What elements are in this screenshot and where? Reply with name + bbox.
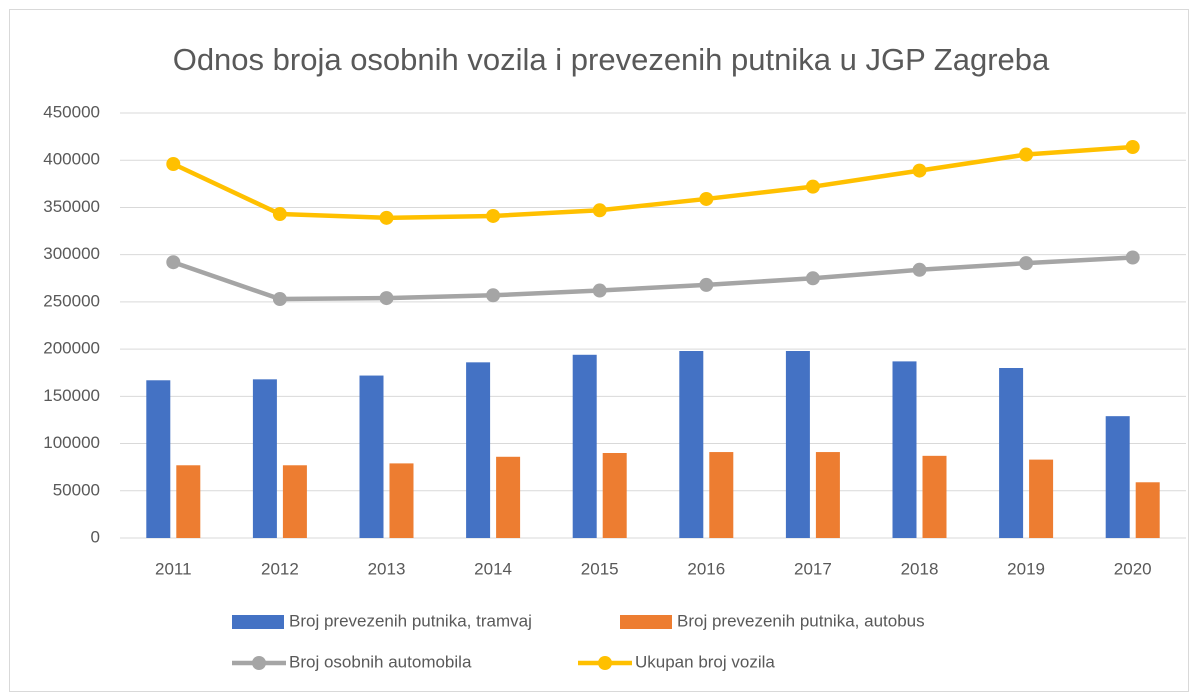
x-tick-label: 2013 — [368, 559, 406, 578]
marker — [805, 179, 820, 194]
x-tick-label: 2011 — [155, 559, 192, 578]
bar — [679, 351, 704, 538]
x-tick-label: 2012 — [261, 559, 299, 578]
bar — [709, 452, 734, 538]
bar — [1135, 482, 1160, 538]
marker — [592, 203, 607, 218]
bar — [785, 351, 810, 538]
x-tick-label: 2016 — [687, 559, 725, 578]
legend-marker — [598, 656, 612, 670]
legend-swatch — [232, 615, 284, 629]
chart-border — [9, 9, 1189, 692]
x-tick-label: 2015 — [581, 559, 619, 578]
marker — [1019, 147, 1034, 162]
marker — [166, 255, 181, 270]
marker — [699, 191, 714, 206]
bar — [999, 368, 1024, 538]
bar — [146, 380, 171, 538]
legend-label: Ukupan broj vozila — [635, 652, 775, 671]
marker — [166, 157, 181, 171]
line — [172, 144, 1133, 221]
marker — [1019, 256, 1034, 271]
chart-title: Odnos broja osobnih vozila i prevezenih … — [173, 42, 1050, 77]
marker — [699, 277, 714, 292]
bar — [892, 361, 917, 538]
y-tick-label: 150000 — [43, 386, 100, 405]
marker — [379, 291, 394, 306]
bar — [1105, 416, 1130, 538]
marker — [805, 271, 820, 286]
y-tick-label: 100000 — [43, 433, 100, 452]
bar — [496, 456, 521, 538]
bar — [815, 452, 840, 538]
y-tick-label: 0 — [91, 527, 100, 546]
y-tick-label: 400000 — [43, 150, 100, 169]
marker — [1125, 250, 1140, 265]
y-tick-label: 450000 — [43, 102, 100, 121]
bar — [1029, 459, 1054, 538]
bar — [922, 455, 947, 538]
marker — [912, 163, 927, 178]
marker — [272, 207, 287, 222]
bar — [176, 465, 201, 538]
y-tick-label: 200000 — [43, 339, 100, 358]
legend-swatch — [620, 615, 672, 629]
x-tick-label: 2018 — [901, 559, 939, 578]
bar — [602, 453, 627, 538]
legend-label: Broj osobnih automobila — [289, 652, 472, 671]
marker — [272, 292, 287, 307]
bar — [466, 362, 491, 538]
bar — [252, 379, 277, 538]
legend-label: Broj prevezenih putnika, autobus — [677, 611, 925, 630]
y-tick-label: 250000 — [43, 291, 100, 310]
bar — [572, 354, 597, 538]
legend-marker — [252, 656, 266, 670]
marker — [379, 210, 394, 225]
bar — [359, 375, 384, 538]
x-tick-label: 2017 — [794, 559, 832, 578]
y-tick-label: 300000 — [43, 244, 100, 263]
marker — [1125, 140, 1140, 154]
x-tick-label: 2014 — [474, 559, 512, 578]
marker — [486, 208, 501, 223]
marker — [592, 283, 607, 298]
marker — [486, 288, 501, 303]
x-tick-label: 2020 — [1114, 559, 1152, 578]
bar — [282, 465, 307, 538]
bar — [389, 463, 414, 538]
y-tick-label: 350000 — [43, 197, 100, 216]
y-tick-label: 50000 — [53, 480, 100, 499]
line — [172, 255, 1133, 302]
x-tick-label: 2019 — [1007, 559, 1045, 578]
legend-label: Broj prevezenih putnika, tramvaj — [289, 611, 532, 630]
marker — [912, 262, 927, 277]
